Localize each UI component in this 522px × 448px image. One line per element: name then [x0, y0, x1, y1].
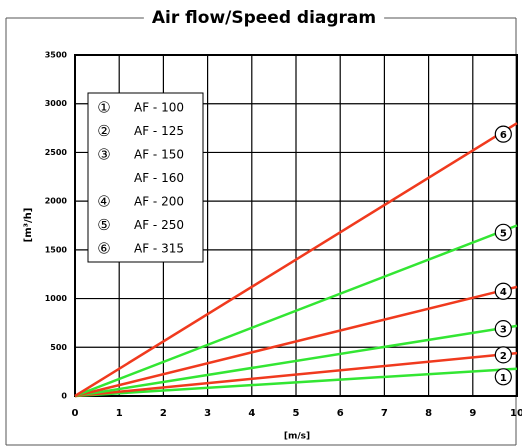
series-line	[74, 122, 518, 398]
y-tick-label: 2500	[45, 148, 68, 157]
y-tick-label: 1000	[45, 294, 68, 303]
y-tick-label: 3500	[45, 51, 68, 60]
legend-label: AF - 125	[134, 124, 184, 138]
x-tick-label: 2	[160, 408, 167, 419]
series-label-circle	[494, 125, 512, 143]
x-tick-label: 7	[381, 408, 388, 419]
x-tick-label: 9	[469, 408, 476, 419]
series-label-circle	[494, 320, 512, 338]
series-label-circle	[494, 223, 512, 241]
legend-symbol: ①	[97, 99, 110, 117]
x-tick-label: 5	[293, 408, 300, 419]
series-line	[74, 224, 518, 398]
legend-label: AF - 315	[134, 242, 184, 256]
series-label: 6	[500, 130, 507, 141]
series-line	[74, 367, 518, 398]
series-label: 3	[500, 325, 507, 336]
series-label: 2	[500, 351, 507, 362]
series-label: 1	[500, 373, 507, 384]
x-tick-label: 4	[248, 408, 255, 419]
y-tick-label: 500	[50, 343, 67, 352]
chart-title: Air flow/Speed diagram	[152, 8, 376, 28]
legend-symbol: ⑤	[97, 216, 110, 234]
x-tick-label: 6	[337, 408, 344, 419]
legend-label: AF - 200	[134, 195, 184, 209]
series-label: 5	[500, 228, 507, 239]
title-background	[143, 6, 385, 30]
legend-box	[87, 92, 204, 263]
legend-label: AF - 100	[134, 101, 184, 115]
legend-symbol: ②	[97, 122, 110, 140]
series-line	[74, 285, 518, 398]
x-tick-label: 0	[72, 408, 79, 419]
x-tick-label: 3	[204, 408, 211, 419]
series-label-circle	[494, 282, 512, 300]
series-line	[74, 351, 518, 398]
legend-label: AF - 150	[134, 148, 184, 162]
series-label-circle	[494, 368, 512, 386]
series-label-circle	[494, 346, 512, 364]
x-tick-label: 8	[425, 408, 432, 419]
x-tick-label: 10	[510, 408, 522, 419]
y-axis-label: [m³/h]	[23, 208, 34, 243]
y-tick-label: 3000	[45, 99, 68, 108]
x-tick-label: 1	[116, 408, 123, 419]
legend-symbol: ⑥	[97, 240, 110, 258]
legend-symbol: ③	[97, 146, 110, 164]
legend-label: AF - 250	[134, 218, 184, 232]
legend-label: AF - 160	[134, 171, 184, 185]
series-line	[74, 324, 518, 398]
y-tick-label: 1500	[45, 245, 68, 254]
x-axis-label: [m/s]	[284, 432, 310, 442]
y-tick-label: 0	[61, 392, 67, 401]
y-tick-label: 2000	[45, 197, 68, 206]
series-label: 4	[500, 287, 507, 298]
legend-symbol: ④	[97, 193, 110, 211]
